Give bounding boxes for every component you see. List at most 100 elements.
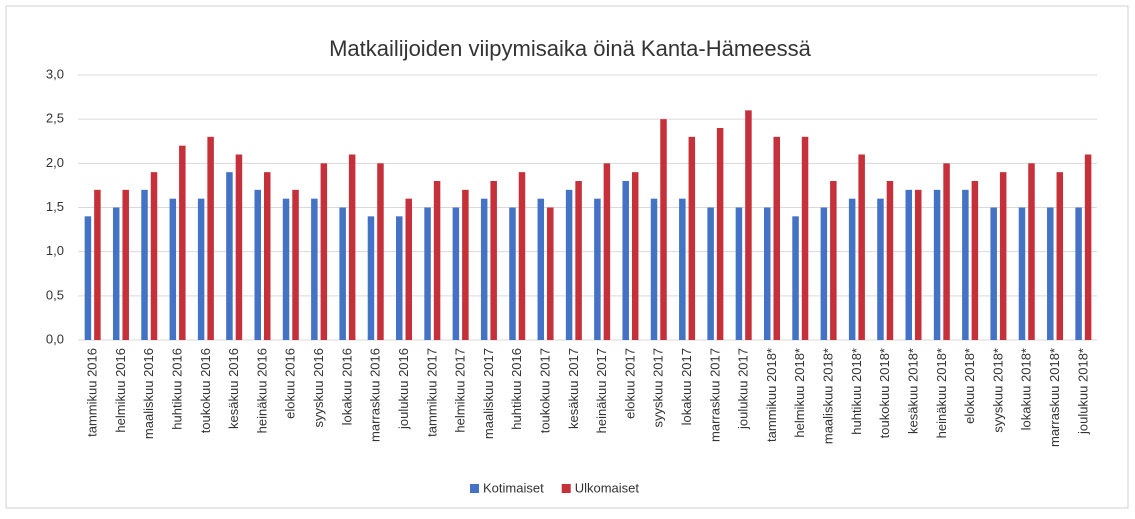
- bar: [745, 110, 752, 340]
- x-tick-label: elokuu 2018*: [962, 348, 977, 424]
- x-tick-label: joulukuu 2018*: [1075, 348, 1090, 435]
- bar: [452, 207, 460, 340]
- x-tick-label: toukokuu 2016: [198, 348, 213, 433]
- x-tick-label: elokuu 2017: [622, 348, 637, 419]
- bar: [603, 163, 611, 340]
- bar: [688, 136, 696, 340]
- x-tick-label: syyskuu 2018*: [990, 348, 1005, 433]
- bar: [518, 172, 526, 340]
- bar: [792, 216, 799, 340]
- x-tick-label: syyskuu 2017: [651, 348, 666, 428]
- bar: [94, 189, 101, 340]
- bar: [263, 172, 271, 340]
- bar: [490, 181, 497, 340]
- bar: [990, 207, 997, 340]
- bar: [679, 198, 686, 340]
- bar: [150, 172, 158, 340]
- bar: [943, 163, 950, 340]
- x-tick-label: tammikuu 2016: [85, 348, 100, 437]
- x-tick-label: elokuu 2016: [283, 348, 298, 419]
- x-tick-label: maaliskuu 2016: [141, 348, 156, 439]
- legend-label: Ulkomaiset: [575, 480, 640, 495]
- bar: [339, 207, 346, 340]
- bar: [1056, 172, 1064, 340]
- x-tick-label: huhtikuu 2018*: [849, 348, 864, 435]
- x-tick-label: huhtikuu 2016: [509, 348, 524, 430]
- bar: [226, 172, 233, 340]
- bar: [197, 198, 205, 340]
- chart-title: Matkailijoiden viipymisaika öinä Kanta-H…: [329, 36, 812, 61]
- bar: [962, 189, 969, 340]
- bar: [84, 216, 92, 340]
- x-tick-label: maaliskuu 2018*: [821, 348, 836, 444]
- bar: [594, 198, 601, 340]
- y-tick-label: 2,0: [46, 155, 64, 170]
- x-tick-label: kesäkuu 2018*: [905, 348, 920, 434]
- bar: [462, 189, 469, 340]
- bar: [565, 189, 573, 340]
- x-tick-label: tammikuu 2017: [424, 348, 439, 437]
- bar: [348, 154, 356, 340]
- bar: [763, 207, 771, 340]
- x-tick-label: toukokuu 2018*: [877, 348, 892, 438]
- bar: [820, 207, 828, 340]
- bar: [858, 154, 865, 340]
- x-tick-label: joulukuu 2017: [736, 348, 751, 430]
- bar: [999, 172, 1007, 340]
- x-tick-label: toukokuu 2017: [537, 348, 552, 433]
- bar: [424, 207, 431, 340]
- x-tick-label: syyskuu 2016: [311, 348, 326, 428]
- bar: [877, 198, 884, 340]
- x-tick-label: kesäkuu 2016: [226, 348, 241, 429]
- bar: [141, 189, 148, 340]
- legend-label: Kotimaiset: [483, 480, 544, 495]
- x-tick-label: joulukuu 2016: [396, 348, 411, 430]
- bar: [707, 207, 714, 340]
- bar: [1047, 207, 1054, 340]
- legend-swatch: [470, 484, 479, 493]
- bar: [575, 181, 582, 340]
- bar: [801, 136, 809, 340]
- bar: [311, 198, 318, 340]
- bar: [971, 181, 979, 340]
- x-tick-label: huhtikuu 2016: [170, 348, 185, 430]
- legend-swatch: [561, 484, 571, 493]
- x-tick-label: heinäkuu 2018*: [934, 348, 949, 438]
- bar: [480, 198, 488, 340]
- bar: [848, 198, 856, 340]
- bar: [179, 145, 186, 340]
- bar: [1084, 154, 1092, 340]
- x-tick-label: heinäkuu 2016: [254, 348, 269, 433]
- y-tick-label: 2,5: [46, 111, 64, 126]
- bar: [320, 163, 328, 340]
- bar: [169, 198, 177, 340]
- bar: [433, 181, 441, 340]
- bar: [509, 207, 516, 340]
- x-tick-label: marraskuu 2017: [707, 348, 722, 442]
- x-tick-label: lokakuu 2017: [679, 348, 694, 425]
- y-tick-label: 1,5: [46, 199, 64, 214]
- x-tick-label: marraskuu 2018*: [1047, 348, 1062, 447]
- bar: [1028, 163, 1035, 340]
- bar: [886, 181, 894, 340]
- bar: [547, 207, 554, 340]
- bar: [773, 136, 780, 340]
- bar: [915, 189, 922, 340]
- bar: [660, 119, 667, 341]
- bar: [292, 189, 299, 340]
- bar: [1075, 207, 1082, 340]
- x-tick-label: helmikuu 2017: [453, 348, 468, 433]
- bar: [367, 216, 375, 340]
- bar: [933, 189, 941, 340]
- x-tick-label: helmikuu 2016: [113, 348, 128, 433]
- bar: [112, 207, 120, 340]
- x-tick-label: lokakuu 2016: [339, 348, 354, 425]
- bar: [377, 163, 384, 340]
- bar: [650, 198, 658, 340]
- bar: [282, 198, 290, 340]
- y-tick-label: 0,5: [46, 287, 64, 302]
- y-tick-label: 0,0: [46, 331, 64, 346]
- x-tick-label: maaliskuu 2017: [481, 348, 496, 439]
- x-tick-label: heinäkuu 2017: [594, 348, 609, 433]
